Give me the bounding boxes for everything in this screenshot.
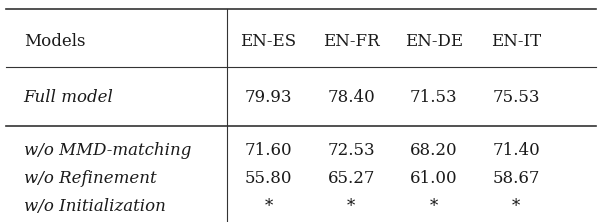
Text: 71.60: 71.60 <box>245 142 293 159</box>
Text: EN-DE: EN-DE <box>405 33 463 50</box>
Text: 71.40: 71.40 <box>492 142 540 159</box>
Text: Full model: Full model <box>23 89 114 106</box>
Text: *: * <box>264 198 273 215</box>
Text: w/o MMD-matching: w/o MMD-matching <box>23 142 191 159</box>
Text: 65.27: 65.27 <box>327 170 375 187</box>
Text: Models: Models <box>23 33 85 50</box>
Text: EN-IT: EN-IT <box>491 33 541 50</box>
Text: 68.20: 68.20 <box>410 142 458 159</box>
Text: 61.00: 61.00 <box>410 170 458 187</box>
Text: *: * <box>347 198 355 215</box>
Text: *: * <box>430 198 438 215</box>
Text: 58.67: 58.67 <box>492 170 540 187</box>
Text: w/o Initialization: w/o Initialization <box>23 198 166 215</box>
Text: w/o Refinement: w/o Refinement <box>23 170 157 187</box>
Text: EN-ES: EN-ES <box>240 33 297 50</box>
Text: 75.53: 75.53 <box>492 89 540 106</box>
Text: 72.53: 72.53 <box>327 142 375 159</box>
Text: *: * <box>512 198 521 215</box>
Text: EN-FR: EN-FR <box>323 33 379 50</box>
Text: 55.80: 55.80 <box>245 170 293 187</box>
Text: 79.93: 79.93 <box>245 89 293 106</box>
Text: 71.53: 71.53 <box>410 89 458 106</box>
Text: 78.40: 78.40 <box>327 89 375 106</box>
